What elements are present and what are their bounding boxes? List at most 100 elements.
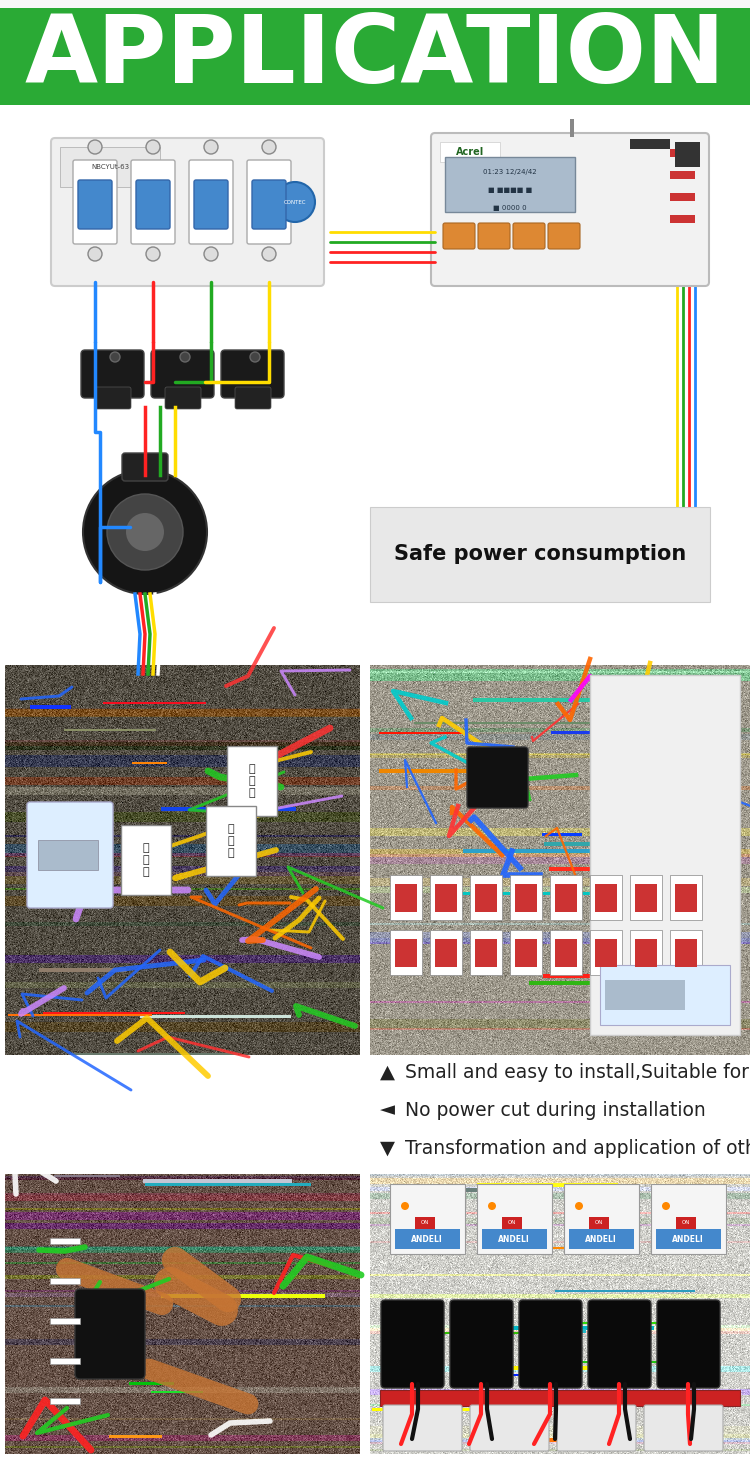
Text: 01:23 12/24/42: 01:23 12/24/42 bbox=[483, 169, 537, 175]
FancyBboxPatch shape bbox=[235, 387, 271, 409]
Bar bbox=[50, 1277, 80, 1283]
Bar bbox=[390, 1184, 465, 1254]
Bar bbox=[670, 215, 695, 222]
Bar bbox=[670, 150, 695, 157]
Bar bbox=[656, 1229, 721, 1249]
FancyBboxPatch shape bbox=[450, 1300, 513, 1389]
Circle shape bbox=[204, 247, 218, 261]
Text: ON: ON bbox=[508, 1221, 516, 1226]
Bar bbox=[590, 674, 740, 1034]
Text: ON: ON bbox=[682, 1221, 690, 1226]
Circle shape bbox=[110, 353, 120, 362]
Bar bbox=[635, 940, 657, 966]
Circle shape bbox=[204, 139, 218, 154]
Text: ■ 0000 0: ■ 0000 0 bbox=[494, 205, 526, 210]
Text: ANDELI: ANDELI bbox=[585, 1235, 616, 1243]
Bar bbox=[60, 147, 160, 187]
Circle shape bbox=[180, 353, 190, 362]
FancyBboxPatch shape bbox=[431, 133, 709, 286]
Bar bbox=[440, 142, 500, 162]
Bar bbox=[390, 874, 422, 920]
FancyBboxPatch shape bbox=[78, 179, 112, 230]
Bar bbox=[380, 1390, 740, 1406]
Bar bbox=[595, 883, 617, 911]
Text: Small and easy to install,Suitable for renovation: Small and easy to install,Suitable for r… bbox=[405, 1063, 750, 1082]
FancyBboxPatch shape bbox=[51, 138, 324, 286]
Text: ANDELI: ANDELI bbox=[411, 1235, 442, 1243]
Bar bbox=[430, 874, 462, 920]
Bar bbox=[555, 940, 577, 966]
FancyBboxPatch shape bbox=[221, 350, 284, 399]
Bar bbox=[390, 931, 422, 975]
FancyBboxPatch shape bbox=[247, 160, 291, 245]
FancyBboxPatch shape bbox=[383, 1405, 462, 1451]
Bar bbox=[0, 107, 750, 852]
Bar bbox=[0, 0, 750, 7]
FancyBboxPatch shape bbox=[122, 453, 168, 482]
FancyBboxPatch shape bbox=[165, 387, 201, 409]
Circle shape bbox=[575, 1202, 583, 1209]
Bar bbox=[477, 1184, 552, 1254]
FancyBboxPatch shape bbox=[588, 1300, 651, 1389]
Circle shape bbox=[262, 247, 276, 261]
Bar bbox=[370, 507, 710, 602]
Text: CONTEC: CONTEC bbox=[284, 200, 306, 205]
FancyBboxPatch shape bbox=[519, 1300, 582, 1389]
Bar bbox=[475, 940, 497, 966]
Bar bbox=[475, 883, 497, 911]
Bar bbox=[675, 142, 700, 167]
Bar bbox=[569, 1229, 634, 1249]
Bar bbox=[38, 840, 98, 870]
Circle shape bbox=[83, 470, 207, 594]
Bar bbox=[590, 931, 622, 975]
Bar bbox=[515, 883, 537, 911]
Text: Transformation and application of other projects: Transformation and application of other … bbox=[405, 1138, 750, 1157]
FancyBboxPatch shape bbox=[75, 1289, 145, 1378]
Bar bbox=[595, 940, 617, 966]
Circle shape bbox=[146, 139, 160, 154]
FancyBboxPatch shape bbox=[95, 387, 131, 409]
FancyBboxPatch shape bbox=[27, 802, 113, 908]
Bar bbox=[555, 883, 577, 911]
FancyBboxPatch shape bbox=[194, 179, 228, 230]
Text: ON: ON bbox=[421, 1221, 429, 1226]
Circle shape bbox=[401, 1202, 409, 1209]
FancyBboxPatch shape bbox=[189, 160, 233, 245]
Bar bbox=[670, 931, 702, 975]
FancyBboxPatch shape bbox=[73, 160, 117, 245]
Bar bbox=[430, 931, 462, 975]
Text: Acrel: Acrel bbox=[456, 147, 484, 157]
Text: 注
金
路: 注 金 路 bbox=[228, 824, 234, 858]
Bar bbox=[550, 931, 582, 975]
Bar bbox=[570, 119, 574, 136]
FancyBboxPatch shape bbox=[657, 1300, 720, 1389]
FancyBboxPatch shape bbox=[467, 747, 528, 808]
Text: ▲: ▲ bbox=[380, 1063, 395, 1082]
Bar bbox=[635, 883, 657, 911]
Circle shape bbox=[488, 1202, 496, 1209]
Bar bbox=[515, 940, 537, 966]
Bar bbox=[50, 1237, 80, 1243]
Text: ■ ■■■■ ■: ■ ■■■■ ■ bbox=[488, 187, 532, 193]
Text: ANDELI: ANDELI bbox=[672, 1235, 704, 1243]
FancyBboxPatch shape bbox=[131, 160, 175, 245]
Text: 注
金
路: 注 金 路 bbox=[249, 765, 255, 797]
Bar bbox=[470, 931, 502, 975]
Bar bbox=[227, 745, 277, 817]
Text: No power cut during installation: No power cut during installation bbox=[405, 1101, 706, 1119]
Circle shape bbox=[88, 247, 102, 261]
FancyBboxPatch shape bbox=[478, 222, 510, 249]
Bar bbox=[395, 1229, 460, 1249]
Bar bbox=[630, 139, 670, 150]
Circle shape bbox=[88, 139, 102, 154]
Text: APPLICATION: APPLICATION bbox=[25, 10, 725, 102]
Bar bbox=[630, 931, 662, 975]
Bar bbox=[482, 1229, 547, 1249]
Bar bbox=[675, 883, 697, 911]
Bar bbox=[50, 1398, 80, 1403]
Bar bbox=[670, 874, 702, 920]
Bar bbox=[50, 1317, 80, 1323]
Bar bbox=[670, 193, 695, 202]
Bar bbox=[510, 931, 542, 975]
Bar bbox=[121, 825, 171, 895]
